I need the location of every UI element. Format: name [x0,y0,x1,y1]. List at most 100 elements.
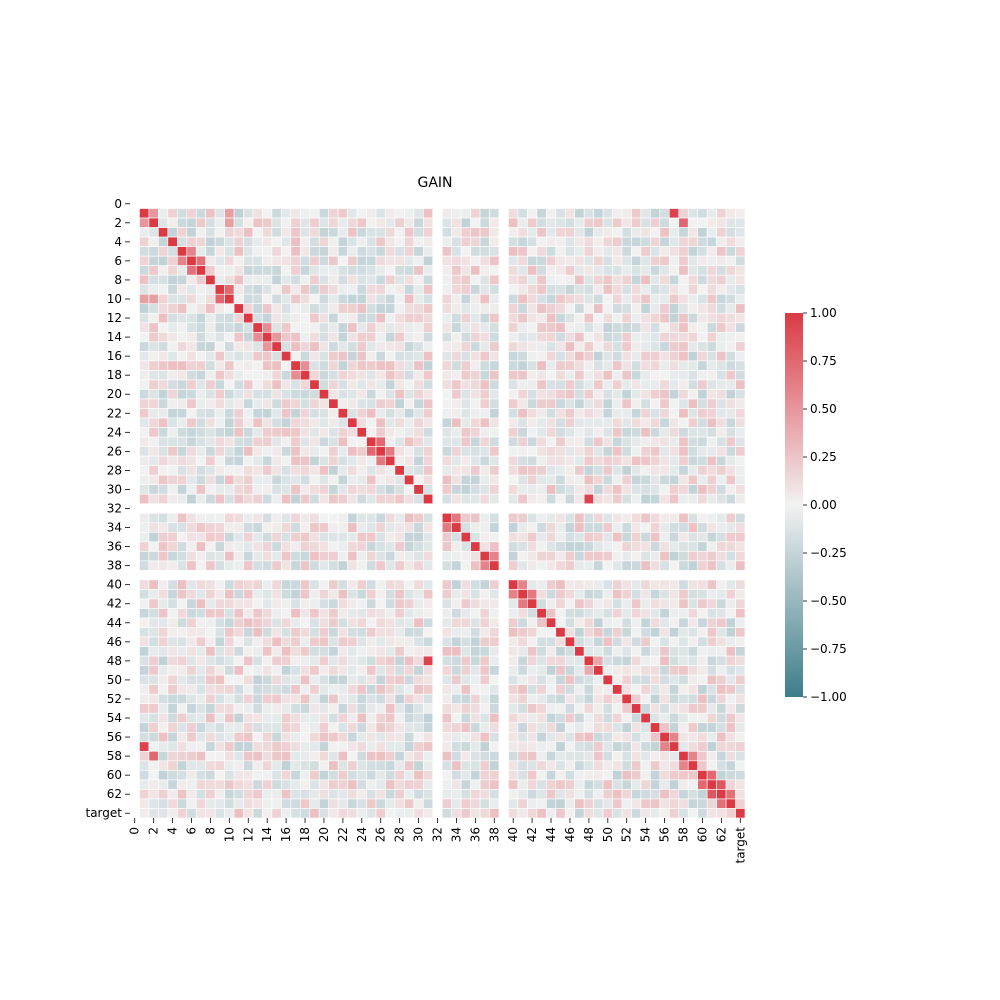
heatmap-cell [347,703,358,714]
heatmap-cell [470,370,481,381]
heatmap-cell [413,703,424,714]
heatmap-cell [574,731,585,743]
heatmap-cell [678,217,689,228]
heatmap-cell [356,484,367,495]
heatmap-cell [309,665,320,676]
heatmap-cell [262,512,273,524]
heatmap-cell [460,408,471,419]
heatmap-cell [290,789,301,800]
heatmap-cell [602,312,613,324]
heatmap-cell [347,446,358,457]
heatmap-cell [413,370,424,381]
heatmap-cell [423,265,434,276]
heatmap-cell [233,684,244,695]
heatmap-cell [233,722,244,733]
heatmap-cell [536,351,547,362]
heatmap-cell [555,589,566,600]
heatmap-cell [489,655,500,666]
heatmap-cell [271,332,282,343]
heatmap-cell [177,532,188,543]
heatmap-cell [243,436,254,447]
heatmap-cell [271,636,282,647]
heatmap-cell [669,674,680,685]
heatmap-cell [546,789,557,800]
heatmap-cell [593,617,604,628]
heatmap-cell [290,665,301,676]
heatmap-cell [394,341,405,352]
y-tick-label: 38 [107,559,122,573]
heatmap-cell [290,389,301,400]
heatmap-cell [517,522,528,533]
heatmap-cell [243,284,254,295]
heatmap-cell [631,512,642,524]
heatmap-cell [404,789,415,800]
heatmap-cell [612,427,623,438]
heatmap-cell [508,255,519,266]
heatmap-cell [347,693,358,705]
heatmap-cell [385,551,396,562]
heatmap-cell [167,636,178,647]
heatmap-cell [669,465,680,476]
heatmap-cell [195,560,206,571]
heatmap-cell [669,236,680,247]
heatmap-cell [423,741,434,752]
heatmap-cell [318,227,329,238]
heatmap-cell [262,712,273,724]
heatmap-cell [725,551,736,562]
heatmap-cell [564,798,575,809]
heatmap-cell [546,255,557,266]
heatmap-cell [735,522,746,533]
heatmap-cell [328,255,339,266]
heatmap-cell [177,789,188,800]
heatmap-cell [536,808,547,819]
heatmap-cell [233,512,244,524]
x-tick-label: 38 [487,827,501,842]
heatmap-cell [687,608,698,619]
heatmap-cell [404,408,415,419]
heatmap-cell [252,589,263,600]
heatmap-cell [517,284,528,295]
heatmap-cell [309,436,320,447]
heatmap-cell [139,789,150,800]
heatmap-cell [678,760,689,771]
heatmap-cell [148,255,159,266]
heatmap-cell [271,274,282,285]
heatmap-cell [252,770,263,781]
heatmap-cell [423,798,434,809]
heatmap-cell [337,332,348,343]
heatmap-cell [640,798,651,809]
heatmap-cell [281,608,292,619]
heatmap-cell [574,493,585,505]
x-tick-label: 16 [279,827,293,842]
heatmap-cell [394,636,405,647]
heatmap-cell [659,255,670,266]
heatmap-cell [451,274,462,285]
heatmap-cell [470,541,481,552]
heatmap-cell [318,446,329,457]
heatmap-cell [612,265,623,276]
heatmap-cell [470,246,481,257]
heatmap-cell [659,617,670,628]
heatmap-cell [460,541,471,552]
heatmap-cell [195,712,206,724]
heatmap-cell [318,417,329,428]
heatmap-cell [328,398,339,409]
heatmap-cell [214,217,225,228]
heatmap-cell [252,627,263,638]
heatmap-cell [602,436,613,447]
heatmap-cell [337,760,348,771]
heatmap-cell [564,398,575,409]
heatmap-cell [546,341,557,352]
heatmap-cell [451,751,462,762]
heatmap-cell [583,322,594,333]
heatmap-cell [328,722,339,733]
heatmap-cell [233,446,244,457]
heatmap-cell [347,560,358,571]
heatmap-cell [205,522,216,533]
heatmap-cell [697,455,708,466]
heatmap-cell [631,284,642,295]
heatmap-cell [536,512,547,524]
heatmap-cell [262,312,273,324]
heatmap-cell [167,303,178,314]
heatmap-cell [621,408,632,419]
